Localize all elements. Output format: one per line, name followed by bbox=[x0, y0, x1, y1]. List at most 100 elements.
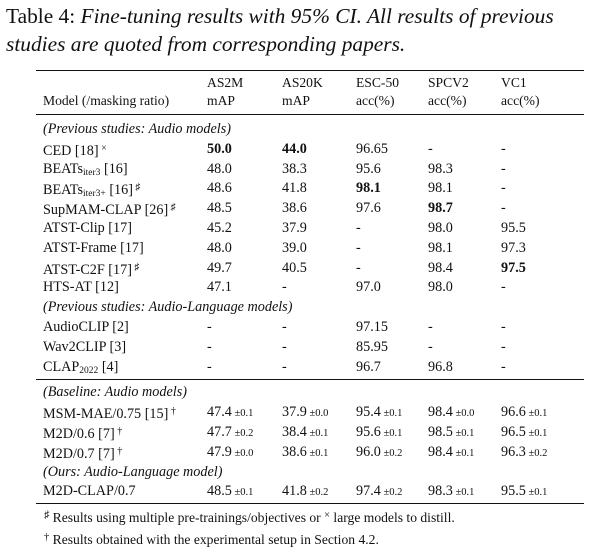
model-name: CED [18] × bbox=[43, 139, 107, 161]
confidence-interval: ±0.1 bbox=[452, 487, 475, 499]
caption-text: Fine-tuning results with 95% CI. All res… bbox=[6, 4, 554, 56]
value: 37.9 bbox=[282, 220, 307, 236]
value-cell: 97.6 bbox=[356, 198, 381, 218]
model-reference: [4] bbox=[98, 358, 119, 375]
model-name: BEATsiter3 [16] bbox=[43, 159, 128, 183]
model-name-text: M2D/0.7 [7] bbox=[43, 445, 115, 462]
table-row: BEATsiter3+ [16] ♯ 48.6 41.8 98.1 98.1 - bbox=[0, 178, 605, 199]
model-name: ATST-Clip [17] bbox=[43, 218, 132, 238]
value-cell: - bbox=[501, 337, 506, 357]
confidence-interval: ±0.2 bbox=[380, 487, 403, 499]
value: 97.6 bbox=[356, 200, 381, 217]
value: 95.5 bbox=[501, 483, 526, 500]
value-cell: 47.1 bbox=[207, 277, 232, 297]
value-cell: 98.7 bbox=[428, 198, 453, 218]
value: 98.4 bbox=[428, 443, 453, 460]
table-row: BEATsiter3 [16] 48.0 38.3 95.6 98.3 - bbox=[0, 159, 605, 179]
confidence-interval: ±0.1 bbox=[380, 428, 403, 439]
value-cell: - bbox=[501, 317, 506, 337]
footnote-text-2: large models to distill. bbox=[330, 510, 455, 526]
value-cell: 96.3 ±0.2 bbox=[501, 442, 547, 464]
value: 98.1 bbox=[428, 180, 453, 197]
value-cell: 98.1 bbox=[356, 178, 381, 198]
table-row: CED [18] × 50.0 44.0 96.65 - - bbox=[0, 139, 605, 159]
value: 39.0 bbox=[282, 239, 307, 256]
model-footnote-mark: × bbox=[98, 142, 107, 154]
value: 47.1 bbox=[207, 279, 232, 296]
confidence-interval: ±0.1 bbox=[525, 428, 548, 439]
value-cell: 96.65 bbox=[356, 139, 388, 159]
header-col1-top: AS2M bbox=[207, 75, 244, 90]
value: - bbox=[501, 338, 506, 355]
value-cell: 97.15 bbox=[356, 317, 388, 337]
value: - bbox=[356, 220, 361, 236]
model-name-text: SupMAM-CLAP [26] bbox=[43, 202, 169, 219]
table-row: AudioCLIP [2] - - 97.15 - - bbox=[0, 317, 605, 337]
value-cell: 48.6 bbox=[207, 178, 232, 198]
section-label: (Previous studies: Audio-Language models… bbox=[43, 299, 293, 316]
table-row: M2D/0.6 [7] † 47.7 ±0.2 38.4 ±0.1 95.6 ±0.1… bbox=[0, 422, 605, 442]
value-cell: 98.5 ±0.1 bbox=[428, 422, 474, 444]
value: 98.7 bbox=[428, 200, 453, 217]
value-cell: - bbox=[282, 357, 287, 377]
value-cell: 37.9 bbox=[282, 218, 307, 238]
model-footnote-mark: ♯ bbox=[131, 261, 140, 273]
value-cell: 41.8 bbox=[282, 178, 307, 198]
value-cell: 96.5 ±0.1 bbox=[501, 422, 547, 444]
model-name-text: M2D/0.6 [7] bbox=[43, 426, 115, 442]
header-row-2: Model (/masking ratio) mAP mAP acc(%) ac… bbox=[0, 92, 605, 112]
value-cell: - bbox=[428, 337, 433, 357]
value: - bbox=[428, 338, 433, 355]
value-cell: 38.6 bbox=[282, 198, 307, 218]
value: 97.15 bbox=[356, 319, 388, 335]
value-cell: 37.9 ±0.0 bbox=[282, 402, 328, 424]
footnote-text: Results using multiple pre-trainings/obj… bbox=[49, 510, 325, 526]
value: 95.4 bbox=[356, 404, 381, 421]
value-cell: 47.7 ±0.2 bbox=[207, 422, 253, 444]
value-cell: 95.6 ±0.1 bbox=[356, 422, 402, 444]
table-row: M2D/0.7 [7] † 47.9 ±0.0 38.6 ±0.1 96.0 ±0.2… bbox=[0, 442, 605, 462]
value-cell: 40.5 bbox=[282, 258, 307, 278]
confidence-interval: ±0.0 bbox=[231, 447, 254, 459]
value-cell: 48.5 bbox=[207, 198, 232, 218]
model-name-text: M2D-CLAP/0.7 bbox=[43, 483, 136, 500]
header-col1-bottom: mAP bbox=[207, 93, 235, 108]
confidence-interval: ±0.2 bbox=[525, 447, 548, 459]
value-cell: - bbox=[501, 159, 506, 179]
table-caption: Table 4: Fine-tuning results with 95% CI… bbox=[6, 2, 602, 58]
model-name: ATST-C2F [17] ♯ bbox=[43, 258, 139, 280]
model-name-text: ATST-Clip [17] bbox=[43, 220, 132, 236]
value-cell: 38.6 ±0.1 bbox=[282, 442, 328, 464]
model-name-text: Wav2CLIP [3] bbox=[43, 338, 127, 355]
value-cell: 98.0 bbox=[428, 277, 453, 297]
confidence-interval: ±0.1 bbox=[525, 408, 548, 420]
value-cell: - bbox=[501, 198, 506, 218]
value-cell: - bbox=[207, 337, 212, 357]
value: 98.0 bbox=[428, 220, 453, 236]
value: 49.7 bbox=[207, 259, 232, 276]
table-row: MSM-MAE/0.75 [15] † 47.4 ±0.1 37.9 ±0.0 95.… bbox=[0, 402, 605, 422]
value: 96.0 bbox=[356, 443, 381, 460]
value: - bbox=[356, 239, 361, 256]
value: - bbox=[356, 259, 361, 276]
value: 97.5 bbox=[501, 259, 526, 276]
footnote-mark: ♯ bbox=[44, 510, 50, 522]
header-col2-bottom: mAP bbox=[282, 93, 310, 108]
value-cell: 48.0 bbox=[207, 159, 232, 179]
value-cell: 97.5 bbox=[501, 258, 526, 278]
value-cell: 96.7 bbox=[356, 357, 381, 377]
model-footnote-mark: ♯ bbox=[168, 202, 176, 214]
value-cell: 85.95 bbox=[356, 337, 388, 357]
value: 48.6 bbox=[207, 180, 232, 197]
value-cell: 97.0 bbox=[356, 277, 381, 297]
value: 98.4 bbox=[428, 259, 453, 276]
table-row: M2D-CLAP/0.7 48.5 ±0.1 41.8 ±0.2 97.4 ±0.2 9… bbox=[0, 481, 605, 501]
value: 98.3 bbox=[428, 483, 453, 500]
model-name-text: CLAP bbox=[43, 358, 80, 375]
table-row: SupMAM-CLAP [26] ♯ 48.5 38.6 97.6 98.7 - bbox=[0, 198, 605, 218]
model-name: BEATsiter3+ [16] ♯ bbox=[43, 178, 140, 204]
model-name: M2D/0.6 [7] † bbox=[43, 422, 122, 444]
value: 47.7 bbox=[207, 424, 232, 440]
footnote-mark-2: × bbox=[324, 510, 331, 522]
value: - bbox=[501, 319, 506, 335]
